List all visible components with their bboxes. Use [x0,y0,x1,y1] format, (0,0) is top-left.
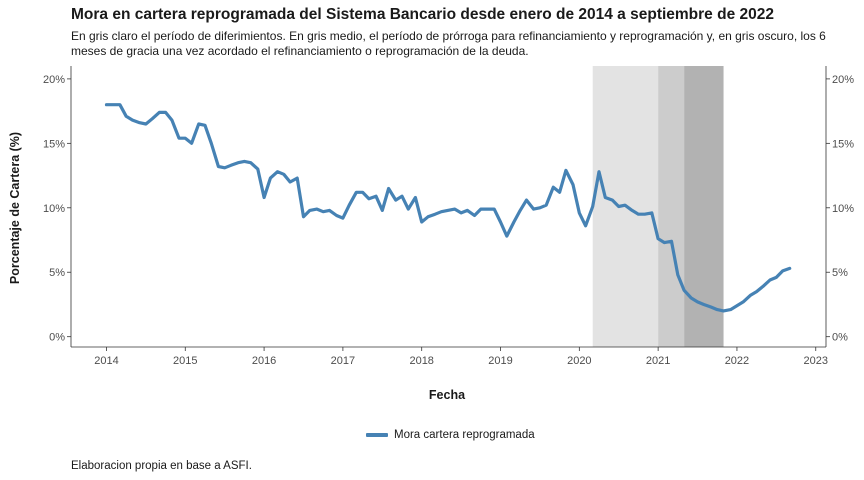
y-tick-label-right: 20% [832,74,854,86]
y-tick-label-left: 5% [49,267,65,279]
x-tick-label: 2018 [409,355,433,367]
series-line-0 [104,103,792,313]
x-tick-label: 2017 [331,355,355,367]
y-tick-label-right: 0% [832,332,848,344]
y-tick-label-right: 15% [832,138,854,150]
x-tick-label: 2015 [173,355,197,367]
x-tick-label: 2023 [804,355,828,367]
shaded-period-1 [658,66,685,347]
x-tick-label: 2020 [567,355,591,367]
x-tick-label: 2016 [252,355,276,367]
x-axis-title: Fecha [429,388,466,402]
y-tick-label-right: 5% [832,267,848,279]
chart-subtitle: En gris claro el período de diferimiento… [71,29,826,58]
y-axis-title: Porcentaje de Cartera (%) [8,132,22,284]
chart-title: Mora en cartera reprogramada del Sistema… [71,6,774,23]
y-tick-label-left: 0% [49,332,65,344]
x-tick-label: 2014 [94,355,118,367]
y-tick-label-right: 10% [832,203,854,215]
y-tick-label-left: 15% [43,138,65,150]
x-tick-label: 2022 [725,355,749,367]
x-tick-label: 2019 [488,355,512,367]
y-tick-label-left: 20% [43,74,65,86]
legend-label: Mora cartera reprogramada [394,429,535,441]
chart-caption: Elaboracion propia en base a ASFI. [71,460,252,472]
chart-legend: Mora cartera reprogramada [366,429,535,441]
legend-line-key [366,433,388,437]
y-tick-label-left: 10% [43,203,65,215]
x-tick-label: 2021 [646,355,670,367]
shaded-period-2 [684,66,724,347]
line-chart: 0% 0% 5% 5% 10% 10% 15% 15% 20% 20% 2014 2015 2016 20… [8,66,854,402]
